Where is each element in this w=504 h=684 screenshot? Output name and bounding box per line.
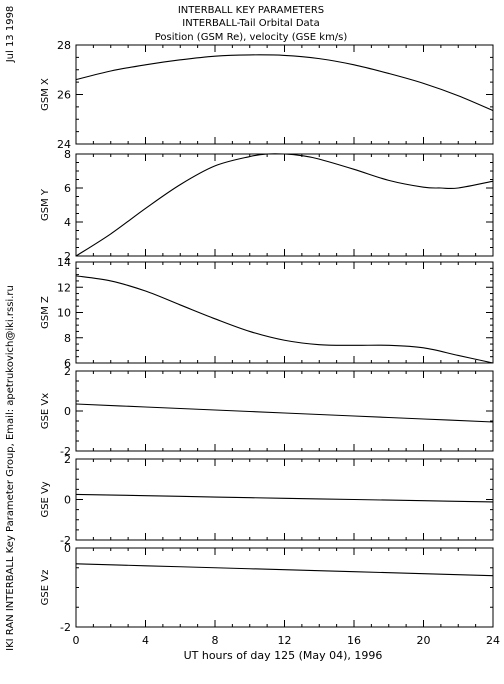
series-line-gsm-z [75,275,494,364]
x-tick-label: 12 [278,634,292,647]
date-label: Jul 13 1998 [5,6,16,64]
y-tick-label: -2 [60,445,71,458]
y-tick-label: 8 [64,148,71,161]
credit-label: IKI RAN INTERBALL Key Parameter Group, E… [5,285,16,651]
x-axis-label: UT hours of day 125 (May 04), 1996 [184,649,383,662]
title-line-2: INTERBALL-Tail Orbital Data [182,18,319,29]
panel-frame [75,547,494,628]
series-line-gsm-x [75,54,494,112]
panel-frame [75,44,494,145]
title-line-3: Position (GSM Re), velocity (GSE km/s) [155,32,348,43]
y-tick-label: 0 [64,405,71,418]
y-tick-label: 28 [57,39,71,52]
y-axis-label: GSE Vz [40,570,51,606]
series-line-gse-vz [75,563,494,577]
y-tick-label: 0 [64,494,71,507]
y-axis-label: GSE Vx [40,393,51,429]
y-tick-label: 8 [64,332,71,345]
y-tick-label: 14 [57,256,71,269]
panel-frame [75,153,494,257]
series-line-gse-vy [75,493,494,503]
y-tick-label: 6 [64,357,71,370]
y-tick-label: 10 [57,307,71,320]
y-tick-label: 4 [64,216,71,229]
x-tick-label: 16 [347,634,361,647]
y-tick-label: 12 [57,281,71,294]
y-axis-label: GSM Y [40,188,51,221]
y-tick-label: 2 [64,250,71,263]
y-tick-label: 2 [64,453,71,466]
y-tick-label: 24 [57,138,71,151]
panel-gsm-x: 24 26 28 GSM X [40,39,494,151]
panel-frame [75,458,494,541]
series-line-gsm-y [75,153,494,257]
panel-frame [75,261,494,364]
y-tick-label: 6 [64,182,71,195]
y-tick-label: 2 [64,365,71,378]
y-axis-label: GSM Z [40,296,51,329]
x-tick-label: 20 [417,634,431,647]
x-tick-label: 24 [486,634,500,647]
panel-gsm-z: 6 8 10 12 14 GSM Z [40,256,494,370]
y-axis-label: GSE Vy [40,481,51,517]
series-line-gse-vx [75,403,494,423]
y-tick-label: 26 [57,89,71,102]
y-tick-label: -2 [60,534,71,547]
title-line-1: INTERBALL KEY PARAMETERS [178,5,324,16]
panel-gse-vy: -2 0 2 GSE Vy [40,453,494,547]
y-tick-label: -2 [60,621,71,634]
panel-frame [75,370,494,452]
panel-gse-vz: -2 0 GSE Vz [40,542,494,634]
x-tick-label: 8 [212,634,219,647]
x-tick-label: 0 [73,634,80,647]
y-axis-label: GSM X [40,78,51,111]
panel-gse-vx: -2 0 2 GSE Vx [40,365,494,458]
panel-gsm-y: 2 4 6 8 GSM Y [40,148,494,263]
x-tick-label: 4 [142,634,149,647]
figure-header: INTERBALL KEY PARAMETERS INTERBALL-Tail … [155,5,348,43]
y-tick-label: 0 [64,542,71,555]
